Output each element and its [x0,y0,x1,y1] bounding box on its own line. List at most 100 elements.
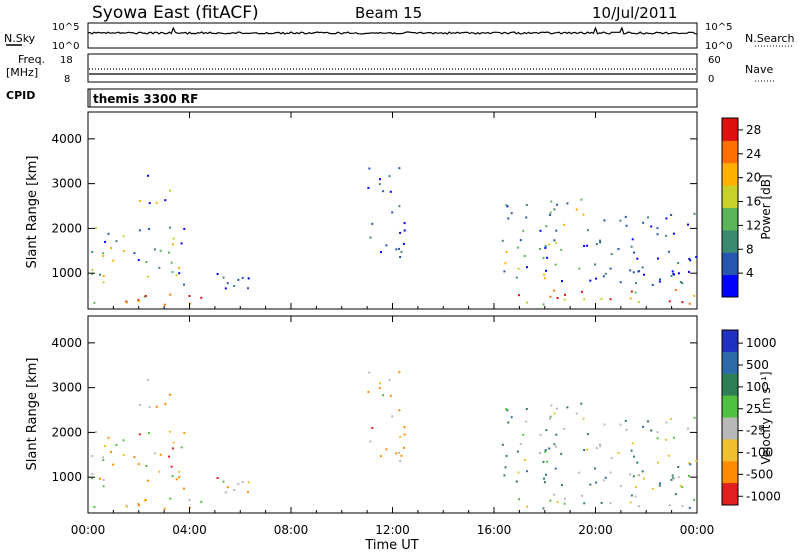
heatmap-cell [550,200,553,203]
heatmap-cell [596,447,598,450]
heatmap-cell [555,433,558,436]
date-title: 10/Jul/2011 [592,4,677,22]
heatmap-cell [544,246,547,249]
heatmap-cell [388,379,391,382]
x-axis-label: Time UT [364,538,418,553]
heatmap-cell [670,274,673,277]
heatmap-cell [515,276,518,279]
heatmap-cell [226,282,229,285]
heatmap-cell [549,213,551,216]
heatmap-cell [188,499,191,501]
heatmap-cell [200,500,203,503]
heatmap-cell [586,448,589,451]
heatmap-cell [169,497,172,500]
heatmap-cell [539,229,542,232]
heatmap-cell [674,289,677,292]
heatmap-cell [99,477,101,480]
heatmap-cell [403,433,406,436]
x-tick-label: 08:00 [274,523,309,537]
heatmap-cell [659,278,662,281]
heatmap-cell [564,497,566,500]
heatmap-cell [518,294,520,297]
heatmap-cell [510,416,513,419]
heatmap-cell [189,302,192,305]
heatmap-cell [506,409,509,412]
y-tick-label: 1000 [51,470,82,484]
heatmap-cell [158,470,161,473]
heatmap-cell [665,217,668,220]
heatmap-cell [638,270,641,273]
velocity-colorbar-tick-label: 100 [746,380,769,394]
heatmap-cell [555,229,558,232]
heatmap-cell [560,248,563,251]
heatmap-cell [144,295,147,297]
heatmap-cell [188,295,191,297]
heatmap-cell [180,242,183,245]
heatmap-cell [380,251,382,254]
heatmap-cell [677,262,680,264]
heatmap-cell [668,504,671,507]
heatmap-cell [222,276,225,279]
heatmap-cell [102,485,105,488]
heatmap-cell [216,273,219,275]
heatmap-cell [169,393,171,396]
heatmap-cell [507,217,510,220]
heatmap-cell [380,455,382,458]
heatmap-cell [503,474,506,477]
heatmap-cell [595,277,598,280]
heatmap-cell [619,423,622,426]
heatmap-cell [564,293,566,296]
heatmap-cell [133,456,136,459]
velocity-colorbar: 1000 500 100 25 -25 -100 -500 -1000 [721,329,781,506]
heatmap-cell [546,460,549,463]
heatmap-cell [164,403,167,406]
heatmap-cell [501,443,504,446]
heatmap-cell [658,484,661,487]
heatmap-cell [91,273,94,276]
heatmap-cell [610,253,613,256]
heatmap-cell [677,272,680,275]
heatmap-cell [398,205,401,208]
heatmap-cell [677,476,680,479]
heatmap-cell [163,507,166,510]
heatmap-cell [171,243,174,246]
velocity-colorbar-tick-label: -100 [746,446,773,460]
power-colorbar-tick-label: 24 [746,147,761,161]
heatmap-cell [604,272,607,275]
velocity-heatmap-cells [91,371,698,510]
heatmap-cell [247,287,249,290]
heatmap-cell [122,439,125,442]
heatmap-cell [679,485,682,487]
velocity-y-axis-label: Slant Range [km] [25,358,40,471]
heatmap-cell [155,201,158,204]
heatmap-cell [94,431,97,433]
heatmap-cell [539,248,541,250]
power-colorbar: 4 8 12 16 20 24 28 [721,117,761,298]
heatmap-cell [578,471,581,474]
heatmap-cell [670,418,673,420]
heatmap-cell [543,477,545,480]
heatmap-cell [667,250,670,253]
heatmap-cell [369,236,372,239]
x-tick-label: 04:00 [172,523,207,537]
velocity-colorbar-tick-label: 25 [746,402,761,416]
heatmap-cell [582,213,585,216]
heatmap-cell [589,279,592,282]
heatmap-cell [687,270,690,273]
heatmap-cell [159,453,162,456]
heatmap-cell [634,495,637,498]
heatmap-cell [371,426,374,429]
heatmap-cell [224,491,227,494]
heatmap-cell [629,473,632,476]
heatmap-cell [523,459,526,461]
heatmap-cell [575,208,578,211]
heatmap-cell [247,481,250,484]
freq-left-tick-bottom: 8 [64,74,70,85]
velocity-colorbar-swatch [722,461,738,484]
heatmap-cell [543,481,546,484]
heatmap-cell [693,416,696,419]
heatmap-cell [391,415,394,418]
heatmap-cell [517,267,520,270]
heatmap-cell [604,476,607,479]
heatmap-cell [553,493,556,496]
